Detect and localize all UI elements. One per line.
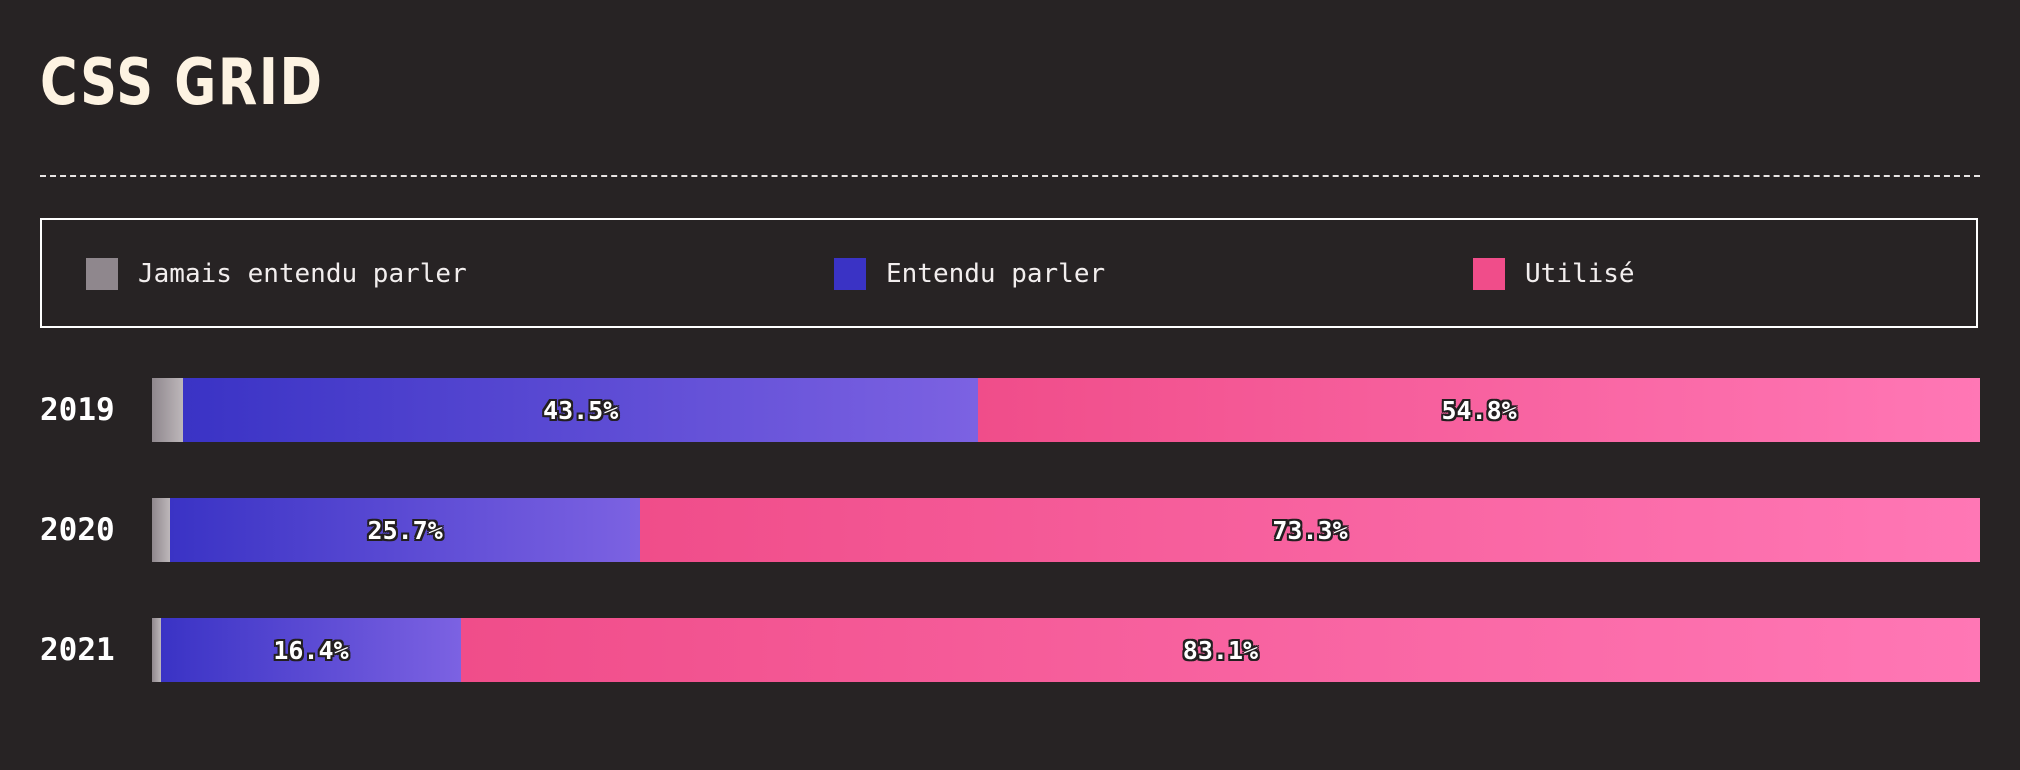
legend-item-heard[interactable]: Entendu parler xyxy=(834,258,1105,290)
legend-label-heard: Entendu parler xyxy=(886,259,1106,289)
bar-segment-used-2020[interactable]: 73.3% xyxy=(640,498,1980,562)
legend: Jamais entendu parler Entendu parler Uti… xyxy=(40,218,1978,328)
row-label-2019: 2019 xyxy=(40,392,115,428)
legend-swatch-used xyxy=(1473,258,1505,290)
legend-label-never-heard: Jamais entendu parler xyxy=(138,259,467,289)
bar-row-2019: 2019 43.5% 54.8% xyxy=(0,378,2020,442)
bar-segment-heard-2020[interactable]: 25.7% xyxy=(170,498,641,562)
bar-value-label: 83.1% xyxy=(1182,635,1259,665)
legend-label-used: Utilisé xyxy=(1525,259,1635,289)
bar-track: 25.7% 73.3% xyxy=(152,498,1980,562)
bar-value-label: 25.7% xyxy=(367,515,443,545)
bar-value-label: 16.4% xyxy=(273,635,349,665)
bar-segment-never-heard-2020[interactable] xyxy=(152,498,171,562)
row-label-2021: 2021 xyxy=(40,632,115,668)
title-divider xyxy=(40,175,1980,177)
bar-segment-used-2021[interactable]: 83.1% xyxy=(460,618,1980,682)
chart-title: CSS GRID xyxy=(40,46,324,120)
bar-segment-never-heard-2019[interactable] xyxy=(152,378,184,442)
legend-swatch-heard xyxy=(834,258,866,290)
bar-value-label: 54.8% xyxy=(1441,395,1517,425)
bar-track: 43.5% 54.8% xyxy=(152,378,1980,442)
legend-swatch-never-heard xyxy=(86,258,118,290)
row-label-2020: 2020 xyxy=(40,512,115,548)
bar-row-2021: 2021 16.4% 83.1% xyxy=(0,618,2020,682)
legend-item-used[interactable]: Utilisé xyxy=(1473,258,1635,290)
bar-track: 16.4% 83.1% xyxy=(152,618,1980,682)
bar-value-label: 43.5% xyxy=(543,395,619,425)
bar-segment-used-2019[interactable]: 54.8% xyxy=(978,378,1980,442)
bar-segment-heard-2019[interactable]: 43.5% xyxy=(183,378,979,442)
legend-item-never-heard[interactable]: Jamais entendu parler xyxy=(86,258,467,290)
bar-segment-never-heard-2021[interactable] xyxy=(152,618,162,682)
bar-value-label: 73.3% xyxy=(1272,515,1348,545)
bar-row-2020: 2020 25.7% 73.3% xyxy=(0,498,2020,562)
bar-segment-heard-2021[interactable]: 16.4% xyxy=(161,618,461,682)
